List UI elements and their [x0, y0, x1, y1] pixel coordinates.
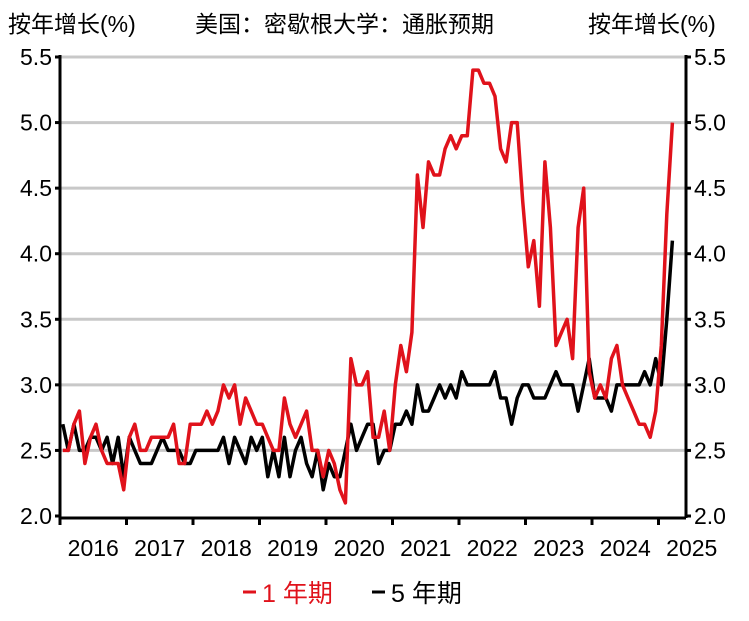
- y-tick-label-right: 2.5: [694, 437, 726, 463]
- y-tick-label-right: 3.0: [694, 372, 726, 398]
- y-tick-label-left: 4.5: [20, 175, 52, 201]
- x-tick-label: 2023: [533, 535, 584, 561]
- x-tick-label: 2016: [68, 535, 119, 561]
- y-tick-label-right: 4.5: [694, 175, 726, 201]
- x-tick-label: 2021: [400, 535, 451, 561]
- y-tick-label-right: 3.5: [694, 306, 726, 332]
- y-tick-label-left: 3.5: [20, 306, 52, 332]
- y-tick-label-left: 2.5: [20, 437, 52, 463]
- y-tick-label-left: 4.0: [20, 241, 52, 267]
- legend: 1 年期 5 年期: [243, 580, 462, 608]
- chart-title: 美国：密歇根大学：通胀预期: [195, 11, 494, 37]
- y-tick-label-left: 3.0: [20, 372, 52, 398]
- y-tick-label-left: 2.0: [20, 503, 52, 529]
- series-line-1y: [62, 68, 675, 505]
- legend-label-5y: 5 年期: [391, 580, 462, 608]
- y-axis-label-left: 按年增长(%): [8, 11, 136, 37]
- y-tick-label-right: 5.0: [694, 110, 726, 136]
- legend-label-1y: 1 年期: [262, 580, 333, 608]
- series-line-5y: [61, 240, 675, 492]
- x-tick-label: 2022: [467, 535, 518, 561]
- x-tick-label: 2024: [600, 535, 651, 561]
- x-tick-label: 2018: [201, 535, 252, 561]
- x-tick-label: 2020: [334, 535, 385, 561]
- x-tick-label: 2017: [134, 535, 185, 561]
- y-tick-label-right: 2.0: [694, 503, 726, 529]
- y-tick-label-left: 5.0: [20, 110, 52, 136]
- y-tick-label-right: 5.5: [694, 44, 726, 70]
- y-axis-label-right: 按年增长(%): [588, 11, 716, 37]
- y-tick-label-left: 5.5: [20, 44, 52, 70]
- y-tick-label-right: 4.0: [694, 241, 726, 267]
- x-tick-label: 2025: [666, 535, 717, 561]
- x-tick-label: 2019: [267, 535, 318, 561]
